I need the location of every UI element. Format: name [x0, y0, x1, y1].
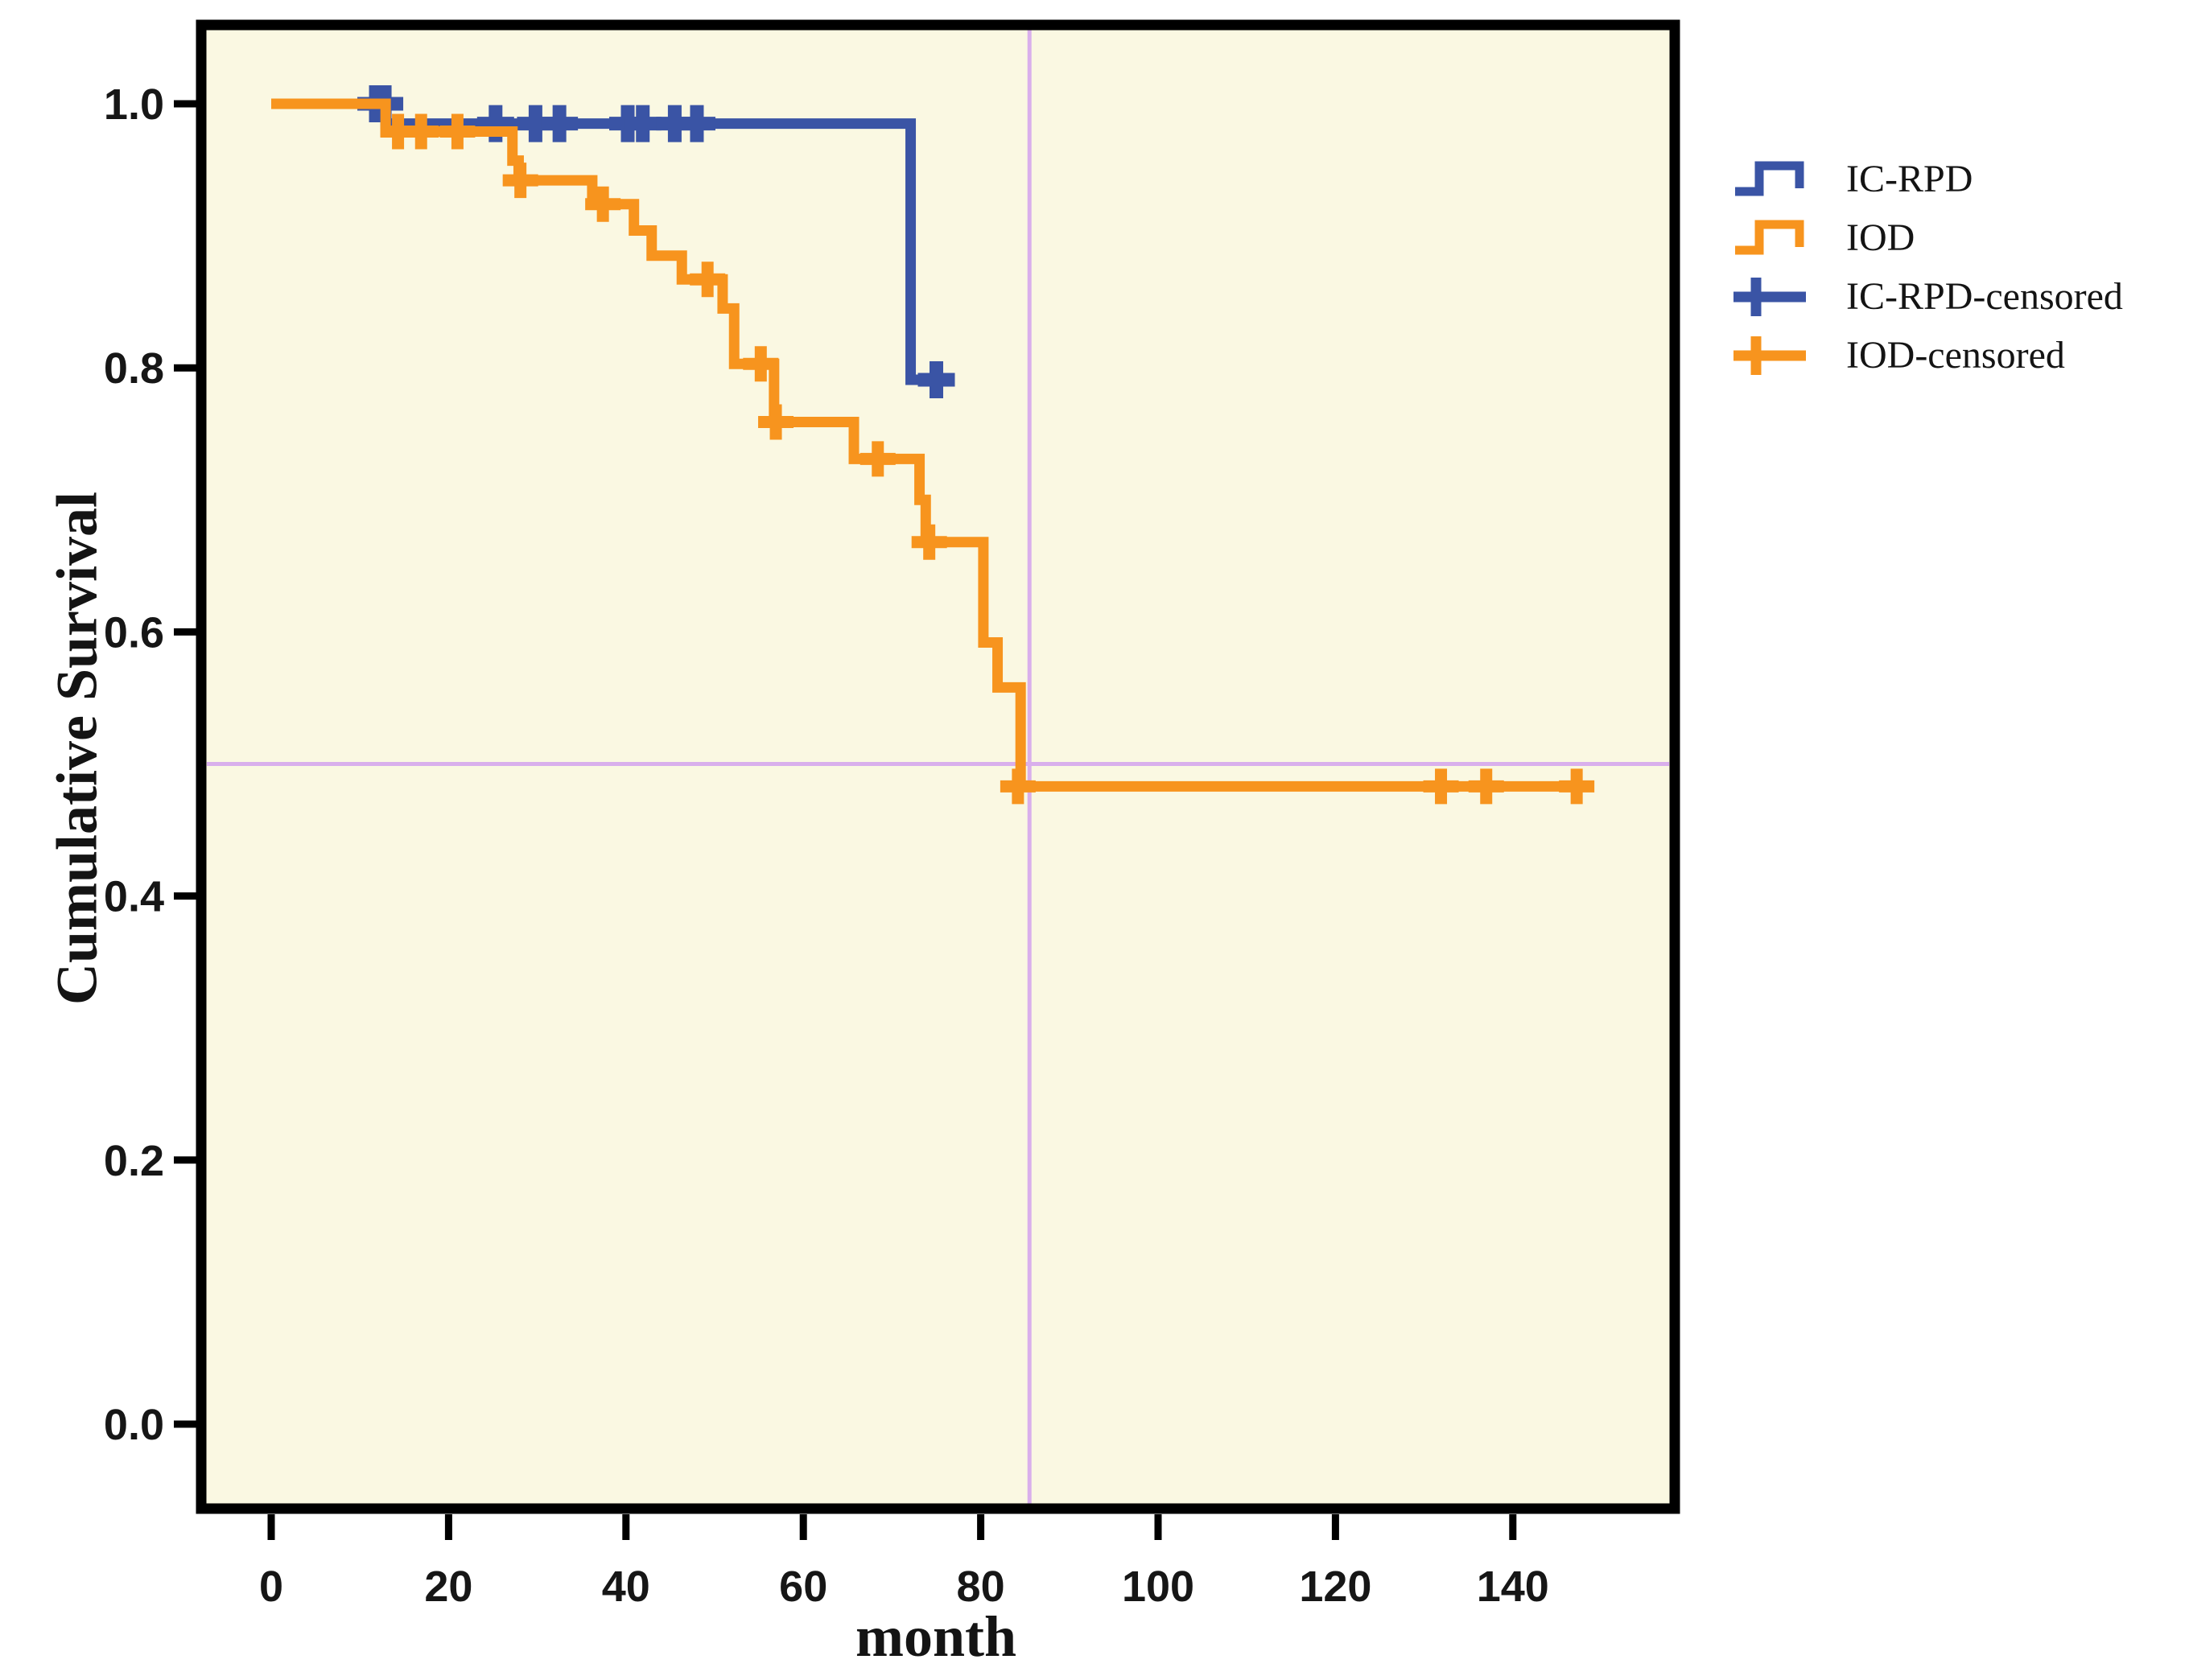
censor-mark [541, 105, 579, 142]
plot-frame [196, 19, 1680, 1514]
censor-marks-ic-rpd [357, 85, 955, 398]
plot-area-background [201, 25, 1675, 1509]
legend-label: IC-RPD [1846, 157, 1973, 200]
legend-item-iod: IOD [1732, 208, 2123, 267]
censor-mark [690, 261, 726, 298]
y-tick-label: 0.6 [104, 608, 164, 657]
censor-mark [1468, 768, 1504, 805]
censor-mark [585, 186, 621, 222]
censor-mark [911, 524, 947, 560]
legend-item-ic-rpd-censored: IC-RPD-censored [1732, 267, 2123, 326]
x-tick-label: 0 [259, 1563, 283, 1611]
y-tick-label: 1.0 [104, 80, 164, 129]
y-axis-title: Cumulative Survival [44, 491, 109, 1006]
step-line-icon [1735, 220, 1804, 254]
x-tick-label: 140 [1477, 1563, 1549, 1611]
x-tick-label: 120 [1299, 1563, 1371, 1611]
x-tick-label: 40 [602, 1563, 650, 1611]
censor-mark [860, 441, 896, 477]
censor-mark [403, 113, 439, 150]
censor-mark [758, 404, 794, 440]
x-tick-label: 80 [957, 1563, 1005, 1611]
step-line-icon [1735, 161, 1804, 196]
censor-mark [1000, 768, 1036, 805]
legend-label: IC-RPD-censored [1846, 274, 2123, 318]
censor-mark [1423, 768, 1459, 805]
x-tick-label: 100 [1122, 1563, 1194, 1611]
x-axis-title: month [855, 1604, 1017, 1669]
censor-mark [743, 346, 779, 382]
y-tick-label: 0.2 [104, 1137, 164, 1185]
censor-mark [917, 360, 955, 398]
censor-mark [678, 105, 715, 142]
legend-item-ic-rpd: IC-RPD [1732, 150, 2123, 208]
x-tick-label: 60 [779, 1563, 827, 1611]
y-tick-label: 0.8 [104, 344, 164, 393]
censor-plus-icon [1733, 336, 1806, 375]
censor-mark [502, 163, 538, 199]
x-tick-label: 20 [424, 1563, 472, 1611]
y-tick-label: 0.0 [104, 1401, 164, 1449]
legend: IC-RPD IOD IC-RPD-censored IOD-censored [1732, 150, 2123, 385]
censor-mark [1559, 768, 1595, 805]
legend-label: IOD [1846, 216, 1915, 259]
censor-mark [439, 113, 476, 150]
legend-label: IOD-censored [1846, 333, 2065, 377]
y-tick-label: 0.4 [104, 873, 164, 921]
legend-item-iod-censored: IOD-censored [1732, 326, 2123, 385]
censor-mark [624, 105, 662, 142]
censor-marks-iod [380, 113, 1595, 805]
censor-plus-icon [1733, 277, 1806, 316]
